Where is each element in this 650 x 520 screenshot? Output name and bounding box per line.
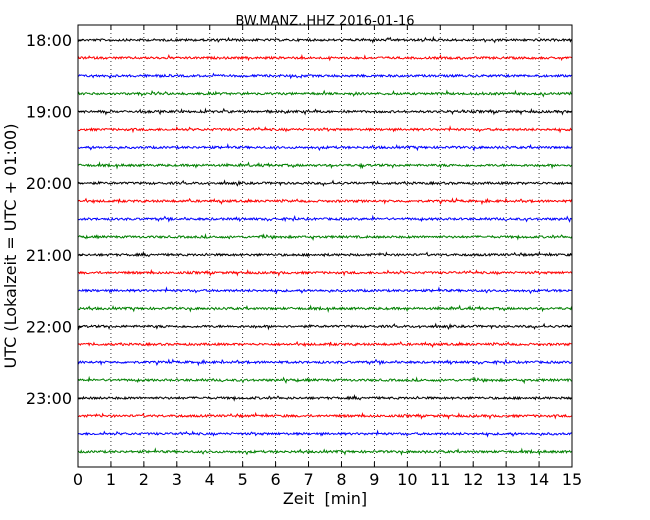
x-tick-label: 4 bbox=[205, 470, 215, 489]
trace-line bbox=[77, 107, 573, 116]
x-tick-label: 3 bbox=[172, 470, 182, 489]
x-tick-label: 8 bbox=[336, 470, 346, 489]
plot-frame bbox=[77, 24, 573, 468]
trace-line bbox=[77, 179, 573, 187]
trace-line bbox=[77, 322, 573, 331]
x-tick-label: 2 bbox=[139, 470, 149, 489]
trace-line bbox=[77, 161, 573, 170]
trace-line bbox=[77, 358, 573, 367]
trace-line bbox=[77, 214, 573, 223]
trace-line bbox=[77, 393, 573, 402]
trace-line bbox=[77, 35, 573, 44]
trace-line bbox=[77, 286, 573, 295]
y-tick-label: 19:00 bbox=[26, 103, 72, 122]
y-tick-label: 23:00 bbox=[26, 389, 72, 408]
trace-line bbox=[77, 89, 573, 98]
trace-line bbox=[77, 340, 573, 349]
y-tick-label: 21:00 bbox=[26, 246, 72, 265]
y-axis-label: UTC (Lokalzeit = UTC + 01:00) bbox=[1, 124, 20, 369]
y-tick-label: 18:00 bbox=[26, 31, 72, 50]
trace-line bbox=[77, 429, 573, 438]
trace-line bbox=[77, 304, 573, 313]
chart-title: BW.MANZ..HHZ 2016-01-16 bbox=[235, 14, 414, 29]
grid bbox=[110, 25, 540, 467]
trace-line bbox=[77, 375, 573, 385]
x-tick-label: 10 bbox=[397, 470, 417, 489]
trace-line bbox=[77, 125, 573, 134]
trace-line bbox=[77, 268, 573, 277]
x-tick-label: 12 bbox=[463, 470, 483, 489]
trace-line bbox=[77, 233, 573, 242]
y-axis: 18:00 19:00 20:00 21:00 22:00 23:00 bbox=[26, 31, 572, 408]
x-tick-label: 9 bbox=[369, 470, 379, 489]
trace-line bbox=[77, 142, 573, 152]
x-tick-label: 11 bbox=[430, 470, 450, 489]
trace-line bbox=[77, 250, 573, 258]
y-tick-label: 22:00 bbox=[26, 317, 72, 336]
x-tick-label: 5 bbox=[238, 470, 248, 489]
x-tick-label: 0 bbox=[73, 470, 83, 489]
seismogram-traces bbox=[77, 35, 573, 457]
trace-line bbox=[77, 197, 573, 206]
x-tick-label: 7 bbox=[303, 470, 313, 489]
y-tick-label: 20:00 bbox=[26, 174, 72, 193]
x-axis: 0 1 2 3 4 5 6 7 8 9 10 11 12 13 14 15 bbox=[73, 25, 582, 489]
x-tick-label: 15 bbox=[562, 470, 582, 489]
x-tick-label: 14 bbox=[529, 470, 549, 489]
trace-line bbox=[77, 411, 573, 420]
x-axis-label: Zeit [min] bbox=[283, 489, 367, 508]
trace-line bbox=[77, 447, 573, 457]
x-tick-label: 6 bbox=[271, 470, 281, 489]
trace-line bbox=[77, 53, 573, 62]
x-tick-label: 13 bbox=[496, 470, 516, 489]
trace-line bbox=[77, 72, 573, 80]
x-tick-label: 1 bbox=[106, 470, 116, 489]
